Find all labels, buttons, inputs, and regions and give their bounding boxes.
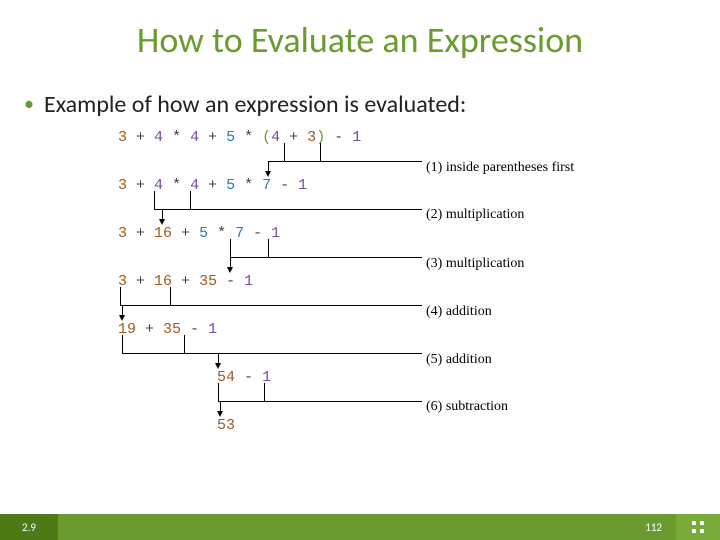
step-annotation: (3) multiplication — [426, 256, 524, 272]
footer-icon — [676, 514, 720, 540]
expression-row: 53 — [118, 417, 235, 434]
arrow-head-icon — [265, 171, 271, 177]
expression-row: 3 + 4 * 4 + 5 * 7 - 1 — [118, 177, 307, 194]
arrow-segment — [120, 305, 422, 306]
bullet-dot: • — [24, 90, 34, 118]
step-annotation: (4) addition — [426, 304, 492, 320]
bullet-text: Example of how an expression is evaluate… — [44, 90, 466, 119]
slide-footer: 2.9 112 — [0, 514, 720, 540]
arrow-head-icon — [119, 315, 125, 321]
slide-title: How to Evaluate an Expression — [0, 0, 720, 72]
arrow-segment — [218, 401, 422, 402]
arrow-segment — [264, 383, 265, 401]
step-annotation: (6) subtraction — [426, 399, 508, 415]
expression-row: 19 + 35 - 1 — [118, 321, 217, 338]
grid-icon — [691, 520, 705, 534]
arrow-head-icon — [215, 363, 221, 369]
arrow-segment — [190, 191, 191, 209]
arrow-segment — [122, 353, 422, 354]
arrow-segment — [184, 335, 185, 353]
arrow-head-icon — [217, 411, 223, 417]
evaluation-diagram: 3 + 4 * 4 + 5 * (4 + 3) - 1 3 + 4 * 4 + 5… — [118, 129, 720, 439]
arrow-segment — [284, 143, 285, 161]
expression-row: 3 + 16 + 5 * 7 - 1 — [118, 225, 280, 242]
arrow-segment — [122, 335, 123, 353]
arrow-segment — [230, 257, 422, 258]
step-annotation: (1) inside parentheses first — [426, 160, 574, 176]
arrow-segment — [120, 287, 121, 305]
expression-row: 3 + 4 * 4 + 5 * (4 + 3) - 1 — [118, 129, 361, 146]
step-annotation: (2) multiplication — [426, 207, 524, 223]
arrow-segment — [218, 383, 219, 401]
arrow-segment — [268, 161, 422, 162]
arrow-segment — [154, 191, 155, 209]
arrow-segment — [320, 143, 321, 161]
arrow-segment — [268, 239, 269, 257]
section-number: 2.9 — [0, 514, 58, 540]
arrow-segment — [230, 239, 231, 257]
step-annotation: (5) addition — [426, 352, 492, 368]
arrow-segment — [154, 209, 422, 210]
arrow-head-icon — [159, 219, 165, 225]
page-number: 112 — [645, 521, 662, 534]
expression-row: 54 - 1 — [118, 369, 271, 386]
bullet-line: • Example of how an expression is evalua… — [0, 90, 720, 119]
arrow-head-icon — [227, 267, 233, 273]
expression-row: 3 + 16 + 35 - 1 — [118, 273, 253, 290]
arrow-segment — [170, 287, 171, 305]
